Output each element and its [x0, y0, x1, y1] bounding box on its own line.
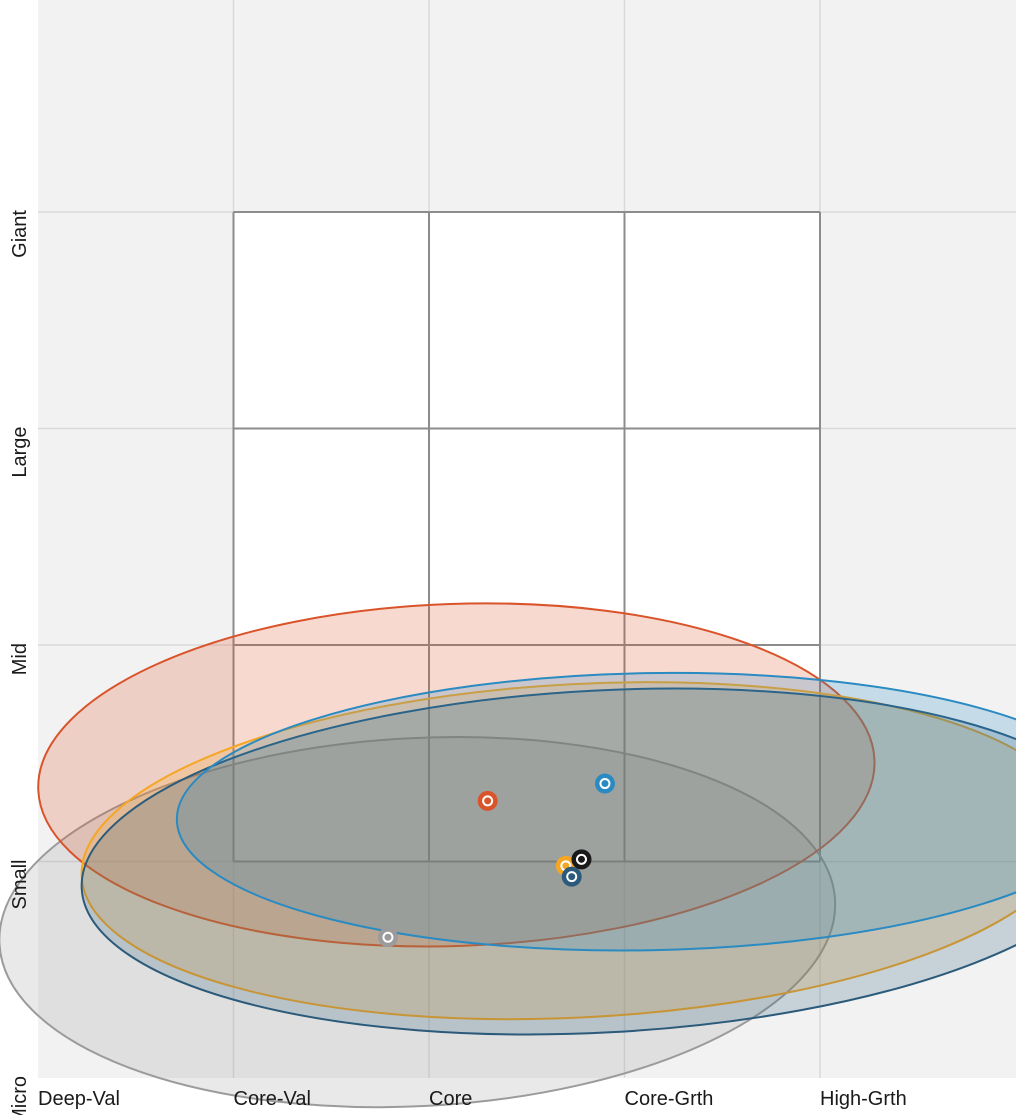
- x-tick-label: Core-Val: [234, 1088, 311, 1110]
- ownership-zone-ellipse: [80, 687, 1016, 1036]
- centroid-point-core: [484, 797, 492, 805]
- centroid-points: [377, 773, 615, 948]
- ownership-zone-ellipse: [175, 671, 1016, 952]
- x-tick-label: Deep-Val: [38, 1088, 120, 1110]
- centroid-point-core: [568, 873, 576, 881]
- y-axis-ticks: Micro Small Mid Large Giant: [9, 210, 31, 1115]
- x-tick-label: Core-Grth: [625, 1088, 714, 1110]
- centroid-point-core: [601, 780, 609, 788]
- y-tick-label: Giant: [9, 210, 31, 258]
- style-box-fill: [233, 212, 820, 862]
- style-box-grid: [232, 211, 821, 863]
- x-tick-label: Core: [429, 1088, 472, 1110]
- x-axis-ticks: Deep-Val Core-Val Core Core-Grth High-Grth: [38, 1088, 907, 1110]
- centroid-point-core: [577, 855, 585, 863]
- y-tick-label: Large: [9, 427, 31, 478]
- centroid-point-core: [384, 933, 392, 941]
- y-tick-label: Micro: [9, 1076, 31, 1115]
- ownership-zones: [0, 602, 1016, 1109]
- y-tick-label: Small: [9, 860, 31, 910]
- x-tick-label: High-Grth: [820, 1088, 907, 1110]
- y-tick-label: Mid: [9, 643, 31, 675]
